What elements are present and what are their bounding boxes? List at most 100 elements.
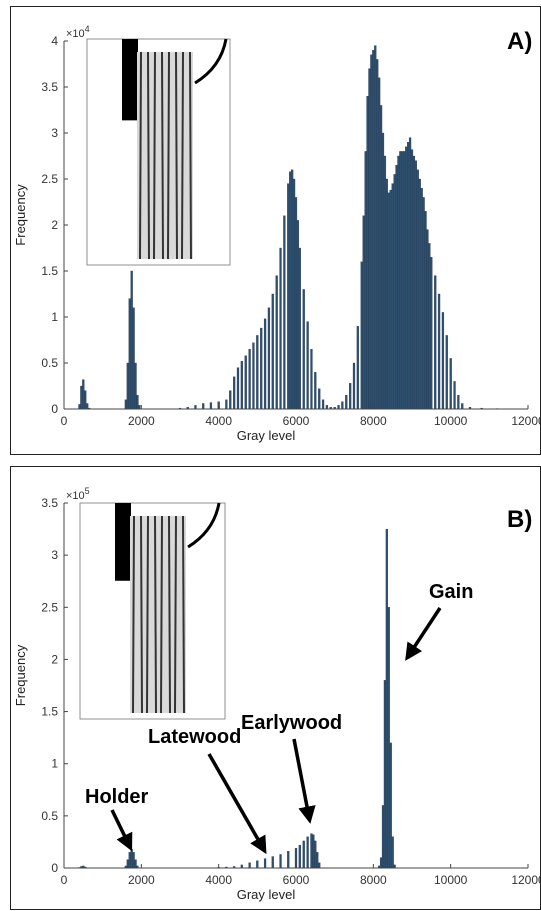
histogram-bar (276, 276, 278, 409)
x-tick-label: 0 (61, 414, 68, 428)
histogram-bar (138, 405, 140, 409)
histogram-bar (253, 343, 255, 409)
x-tick-label: 10000 (434, 414, 468, 428)
y-tick-label: 2 (51, 652, 58, 666)
histogram-bar (299, 845, 301, 868)
histogram-bar (382, 805, 384, 868)
histogram-bar (314, 372, 316, 409)
histogram-bar (398, 156, 400, 409)
histogram-bar (86, 403, 88, 409)
y-multiplier-label: ×104 (66, 24, 90, 40)
inset-sample-image (80, 503, 225, 719)
histogram-bar (338, 405, 340, 409)
histogram-bar (233, 377, 235, 409)
histogram-bar (388, 607, 390, 868)
x-tick-label: 6000 (283, 873, 310, 887)
histogram-bar (386, 179, 388, 409)
histogram-bar (299, 248, 301, 409)
histogram-bar (380, 858, 382, 868)
histogram-bar (409, 138, 411, 409)
x-tick-label: 10000 (434, 873, 468, 887)
y-tick-label: 0 (51, 402, 58, 416)
annotation-label: Gain (429, 581, 473, 603)
histogram-bar (311, 349, 313, 409)
y-tick-label: 2 (51, 218, 58, 232)
histogram-bar (419, 179, 421, 409)
histogram-bar (229, 391, 231, 409)
histogram-bar (237, 368, 239, 409)
y-tick-label: 3 (51, 548, 58, 562)
histogram-bar (427, 230, 429, 409)
histogram-bar (425, 211, 427, 409)
histogram-bar (84, 391, 86, 409)
histogram-bar (415, 161, 417, 409)
annotation-arrow (409, 608, 440, 655)
histogram-bar (434, 276, 436, 409)
histogram-bar (312, 835, 314, 868)
histogram-bar (264, 319, 266, 409)
histogram-bar (378, 78, 380, 409)
histogram-bar (370, 55, 372, 409)
histogram-bar (318, 863, 320, 868)
histogram-bar (137, 395, 139, 409)
histogram-bar (394, 174, 396, 409)
histogram-bar (430, 257, 432, 409)
histogram-bar (461, 403, 463, 409)
histogram-bar (133, 852, 135, 868)
histogram-bar (245, 356, 247, 409)
histogram-bar (135, 363, 137, 409)
histogram-bar (401, 151, 403, 409)
histogram-bar (376, 59, 378, 409)
histogram-bar (314, 841, 316, 868)
histogram-bar (131, 849, 133, 868)
x-tick-label: 6000 (283, 414, 310, 428)
histogram-bar (303, 289, 305, 409)
histogram-bar (133, 308, 135, 409)
x-tick-label: 0 (61, 873, 68, 887)
histogram-bar (318, 389, 320, 409)
histogram-bar (390, 743, 392, 868)
histogram-bar (374, 46, 376, 409)
histogram-a: 02000400060008000100001200000.511.522.53… (11, 7, 541, 456)
histogram-bar (79, 404, 81, 409)
histogram-bar (396, 165, 398, 409)
inset-sample-image (87, 39, 230, 265)
histogram-bar (80, 386, 82, 409)
histogram-b: 02000400060008000100001200000.511.522.53… (11, 467, 541, 911)
wood-sample-shape (130, 516, 186, 713)
panel-label: B) (507, 506, 532, 533)
y-tick-label: 4 (51, 34, 58, 48)
histogram-bar (125, 400, 127, 409)
histogram-bar (392, 837, 394, 868)
y-tick-label: 3.5 (41, 80, 58, 94)
histogram-bar (372, 50, 374, 409)
histogram-bar (283, 216, 285, 409)
histogram-bar (345, 395, 347, 409)
histogram-bar (291, 170, 293, 409)
x-tick-label: 4000 (205, 414, 232, 428)
annotation-label: Earlywood (241, 712, 342, 734)
histogram-bar (127, 363, 129, 409)
histogram-bar (256, 335, 258, 409)
histogram-bar (326, 405, 328, 409)
y-tick-label: 0 (51, 861, 58, 875)
histogram-bar (417, 170, 419, 409)
panel-a: 02000400060008000100001200000.511.522.53… (10, 6, 541, 455)
histogram-bar (280, 854, 282, 868)
histogram-bar (82, 380, 84, 409)
x-tick-label: 2000 (128, 414, 155, 428)
y-tick-label: 3 (51, 126, 58, 140)
histogram-bar (392, 184, 394, 409)
histogram-bar (316, 852, 318, 868)
y-tick-label: 2.5 (41, 600, 58, 614)
histogram-bar (129, 852, 131, 868)
histogram-bar (386, 529, 388, 868)
histogram-bar (289, 172, 291, 409)
histogram-bar (382, 133, 384, 409)
histogram-bar (241, 361, 243, 409)
histogram-bar (457, 395, 459, 409)
histogram-bar (280, 248, 282, 409)
histogram-bar (322, 400, 324, 409)
histogram-bar (272, 857, 274, 868)
